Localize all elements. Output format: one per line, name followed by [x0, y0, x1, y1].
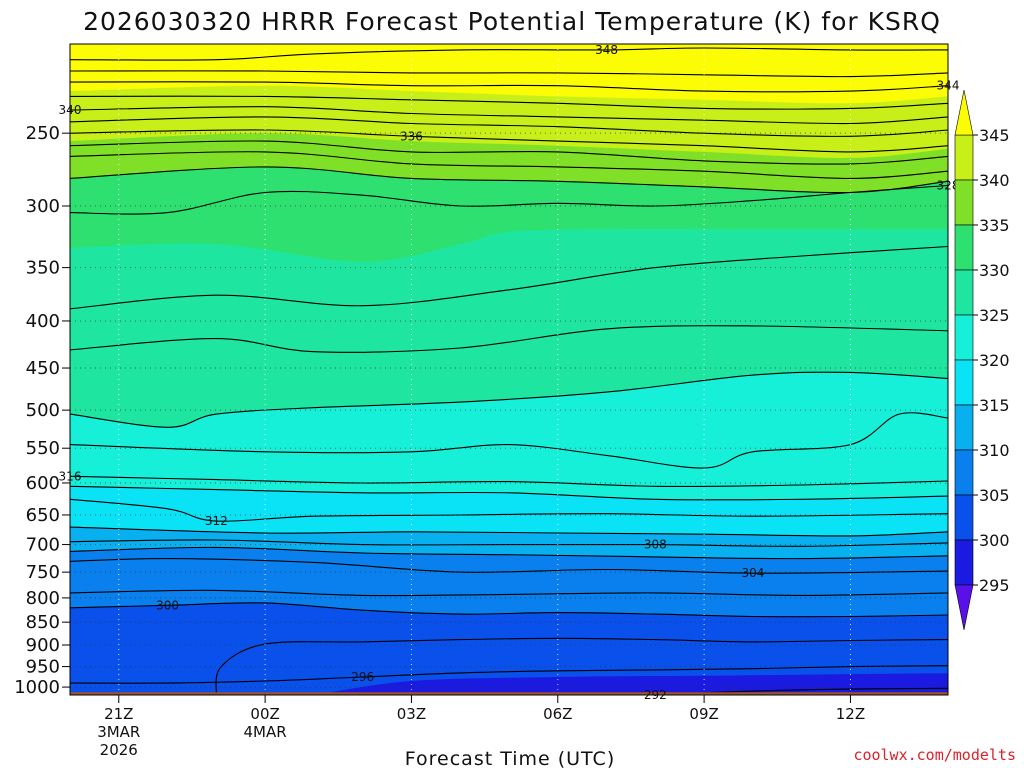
colorbar-label-335: 335 — [979, 216, 1010, 235]
credit-text: coolwx.com/modelts — [853, 746, 1016, 764]
contour-346 — [70, 70, 948, 78]
colorbar-bin-305 — [954, 449, 974, 496]
x-tick-label-12Z: 12Z — [836, 705, 865, 723]
contour-324 — [70, 245, 948, 310]
contour-334 — [70, 140, 948, 165]
contour-344 — [70, 81, 948, 93]
colorbar-label-305: 305 — [979, 486, 1010, 505]
x-tick-label-21Z: 21Z — [104, 705, 133, 723]
contour-298 — [215, 637, 948, 695]
x-tick-label-00Z: 00Z — [250, 705, 279, 723]
colorbar-bin-300 — [954, 494, 974, 541]
y-tick-label-450: 450 — [26, 358, 60, 379]
contour-342 — [70, 95, 948, 110]
contour-label-296: 296 — [351, 670, 374, 684]
contour-306 — [70, 546, 948, 560]
x-tick-label-03Z: 03Z — [397, 705, 426, 723]
y-tick-label-500: 500 — [26, 400, 60, 421]
plot-fill-layers — [70, 44, 948, 695]
contour-348 — [70, 47, 948, 61]
x-tick-label-09Z: 09Z — [689, 705, 718, 723]
colorbar-bottom-arrow — [954, 584, 974, 631]
colorbar-label-295: 295 — [979, 576, 1010, 595]
contour-340 — [70, 106, 948, 125]
chart-title: 2026030320 HRRR Forecast Potential Tempe… — [83, 7, 941, 36]
contour-lines — [70, 47, 948, 695]
contour-322 — [70, 325, 948, 353]
colorbar-label-325: 325 — [979, 306, 1010, 325]
x-axis-label: Forecast Time (UTC) — [405, 748, 615, 768]
contour-338 — [70, 116, 948, 137]
colorbar-label-330: 330 — [979, 261, 1010, 280]
grid-lines — [70, 44, 948, 695]
colorbar-label-300: 300 — [979, 531, 1010, 550]
contour-310 — [70, 526, 948, 537]
ground-strip — [70, 692, 948, 695]
colorbar-bin-315 — [954, 359, 974, 406]
contour-label-304: 304 — [741, 566, 764, 580]
contour-label-308: 308 — [644, 538, 667, 552]
x-tick-date-21Z: 3MAR — [97, 723, 140, 741]
contour-300 — [70, 602, 948, 618]
colorbar-top-arrow — [954, 89, 974, 136]
colorbar-bin-295 — [954, 539, 974, 586]
contour-330 — [70, 166, 948, 194]
contour-308 — [70, 539, 948, 547]
y-tick-label-1000: 1000 — [14, 677, 60, 698]
fill-band-296 — [313, 673, 948, 695]
y-tick-label-650: 650 — [26, 505, 60, 526]
colorbar-bin-310 — [954, 404, 974, 451]
contour-316 — [70, 475, 948, 487]
contour-304 — [70, 558, 948, 574]
contour-label-300: 300 — [156, 598, 179, 612]
contour-302 — [70, 589, 948, 597]
contour-320 — [70, 371, 948, 428]
y-tick-label-850: 850 — [26, 612, 60, 633]
colorbar-label-310: 310 — [979, 441, 1010, 460]
y-tick-label-700: 700 — [26, 535, 60, 556]
y-tick-label-600: 600 — [26, 473, 60, 494]
x-tick-year-21Z: 2026 — [100, 741, 138, 759]
y-tick-label-900: 900 — [26, 635, 60, 656]
x-tick-date-00Z: 4MAR — [244, 723, 287, 741]
colorbar-bin-335 — [954, 179, 974, 226]
colorbar-label-340: 340 — [979, 171, 1010, 190]
contour-332 — [70, 151, 948, 179]
y-axis: 2503003504004505005506006507007508008509… — [14, 123, 70, 698]
y-tick-label-300: 300 — [26, 196, 60, 217]
y-tick-label-400: 400 — [26, 311, 60, 332]
contour-336 — [70, 129, 948, 153]
y-tick-label-750: 750 — [26, 562, 60, 583]
colorbar-bin-325 — [954, 269, 974, 316]
plot-frame — [69, 43, 949, 696]
colorbar-bin-320 — [954, 314, 974, 361]
colorbar-label-320: 320 — [979, 351, 1010, 370]
colorbar-label-345: 345 — [979, 126, 1010, 145]
colorbar-bin-330 — [954, 224, 974, 271]
contour-label-312: 312 — [205, 514, 228, 528]
y-tick-label-350: 350 — [26, 258, 60, 279]
contour-label-336: 336 — [400, 129, 423, 143]
x-tick-label-06Z: 06Z — [543, 705, 572, 723]
colorbar: 295 300 305 310 315 320 325 330 335 340 345 — [954, 89, 1010, 631]
colorbar-label-315: 315 — [979, 396, 1010, 415]
y-tick-label-800: 800 — [26, 588, 60, 609]
contour-label-348: 348 — [595, 43, 618, 57]
contour-314 — [70, 485, 948, 501]
fill-band-300 — [70, 602, 948, 695]
y-tick-label-250: 250 — [26, 123, 60, 144]
contour-318 — [70, 412, 948, 469]
colorbar-bin-340 — [954, 134, 974, 181]
y-tick-label-950: 950 — [26, 657, 60, 678]
contour-312 — [70, 498, 948, 522]
y-tick-label-550: 550 — [26, 438, 60, 459]
contour-328 — [70, 184, 948, 215]
